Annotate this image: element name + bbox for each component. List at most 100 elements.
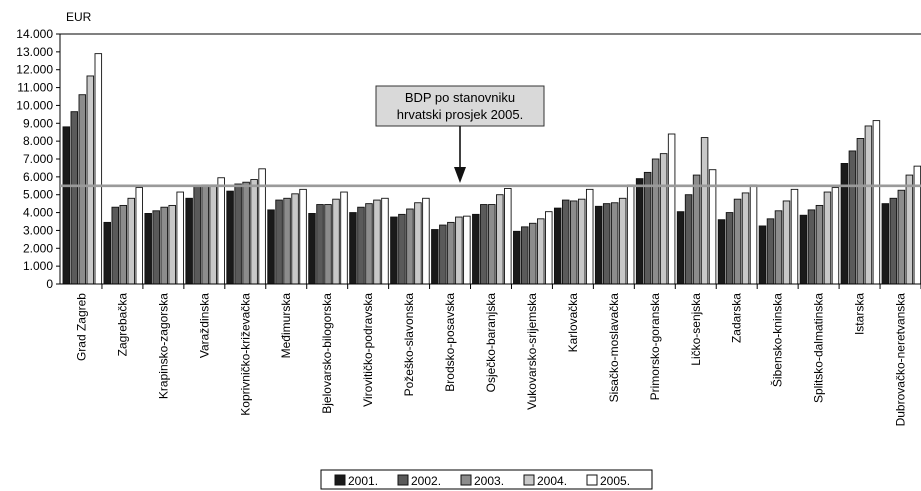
bar [635, 178, 644, 285]
category-label: Istarska [853, 293, 867, 335]
bar [799, 214, 808, 285]
legend-label: 2001. [348, 474, 378, 488]
bar [144, 213, 152, 285]
bar [349, 212, 357, 285]
bar [152, 210, 160, 285]
bar [626, 184, 635, 285]
bar [447, 221, 455, 285]
bar [610, 202, 619, 285]
bar [70, 111, 79, 285]
bar [135, 187, 143, 285]
y-tick-label: 1.000 [23, 259, 53, 273]
bar [381, 197, 389, 285]
legend-swatch [586, 474, 598, 486]
bar [94, 53, 103, 285]
bar [766, 218, 775, 285]
legend-label: 2002. [411, 474, 441, 488]
y-tick-label: 8.000 [23, 134, 53, 148]
bar [332, 198, 340, 285]
y-tick-label: 4.000 [23, 206, 53, 220]
bar [283, 197, 291, 285]
bar [618, 197, 627, 285]
bar [439, 224, 447, 285]
bar [733, 198, 742, 285]
bar [472, 213, 480, 285]
bar [529, 222, 537, 285]
category-label: Međimurska [279, 293, 293, 359]
bar [856, 138, 865, 285]
bar [103, 221, 111, 285]
bar [127, 197, 135, 285]
bar [659, 153, 668, 285]
bar [790, 188, 799, 285]
bar [340, 191, 348, 285]
bar [480, 204, 488, 285]
plot-area: 0 1.000 2.000 3.000 4.000 5.000 6.000 7.000 8.00… [16, 27, 921, 426]
bar [463, 215, 471, 285]
bar [840, 163, 849, 285]
bar [390, 216, 398, 285]
category-label: Karlovačka [566, 293, 580, 353]
bar [193, 185, 201, 285]
callout-line-2: hrvatski prosjek 2005. [397, 107, 523, 122]
category-label: Bjelovarsko-bilogorska [320, 293, 334, 414]
bar [275, 199, 283, 285]
bar [700, 137, 709, 285]
bar [889, 197, 898, 285]
bar [414, 202, 422, 285]
bar [758, 225, 767, 285]
bar [168, 204, 176, 285]
bar [201, 184, 209, 285]
bar [651, 158, 660, 285]
category-label: Koprivničko-križevačka [238, 293, 252, 416]
bar [807, 209, 816, 285]
bar [234, 183, 242, 285]
y-tick-label: 2.000 [23, 241, 53, 255]
bar [217, 177, 225, 285]
legend-swatch [334, 474, 346, 486]
bar [864, 125, 873, 285]
bar [569, 200, 578, 285]
bar [782, 200, 791, 285]
bar [422, 197, 430, 285]
category-label: Brodsko-posavska [443, 293, 457, 392]
category-label: Splitsko-dalmatinska [812, 293, 826, 403]
category-label: Požeško-slavonska [402, 293, 416, 397]
bar [521, 226, 529, 285]
legend-swatch [523, 474, 535, 486]
bar [488, 204, 496, 285]
bar [373, 199, 381, 285]
bar [62, 126, 71, 285]
bar [119, 204, 127, 285]
y-axis-unit-label: EUR [66, 10, 92, 24]
bar [160, 206, 168, 285]
bar [545, 211, 553, 285]
bar [86, 75, 95, 285]
category-label: Krapinsko-zagorska [156, 293, 170, 399]
legend-swatch [397, 474, 409, 486]
bar [725, 212, 734, 285]
category-label: Šibensko-kninska [770, 293, 785, 387]
bar [602, 203, 611, 285]
bar [406, 208, 414, 285]
y-tick-label: 0 [46, 277, 53, 291]
bar [561, 199, 570, 285]
bar [291, 193, 299, 285]
bar [242, 181, 250, 285]
y-tick-label: 14.000 [16, 27, 53, 41]
callout-line-1: BDP po stanovniku [405, 90, 515, 105]
bar [905, 174, 914, 285]
category-label: Varaždinska [197, 293, 211, 358]
y-tick-label: 11.000 [17, 81, 53, 95]
bar [749, 184, 758, 285]
bar [831, 187, 840, 285]
bar [823, 191, 832, 285]
category-label: Dubrovačko-neretvanska [894, 293, 908, 427]
bar [299, 188, 307, 285]
bar [496, 194, 504, 285]
category-label: Virovitičko-podravska [361, 293, 375, 407]
bar [398, 213, 406, 285]
bar [684, 194, 693, 285]
bar [676, 211, 685, 285]
bar [553, 207, 562, 285]
